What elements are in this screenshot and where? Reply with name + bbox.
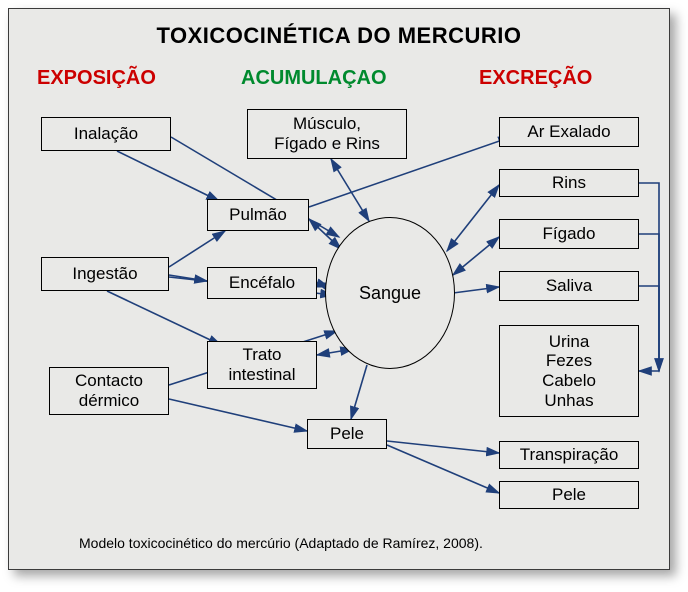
node-contacto: Contacto dérmico	[49, 367, 169, 415]
node-pele_c: Pele	[307, 419, 387, 449]
node-ar: Ar Exalado	[499, 117, 639, 147]
node-pulmao: Pulmão	[207, 199, 309, 231]
node-rins: Rins	[499, 169, 639, 197]
diagram-caption: Modelo toxicocinético do mercúrio (Adapt…	[79, 535, 483, 551]
canvas: TOXICOCINÉTICA DO MERCURIO EXPOSIÇÃO ACU…	[0, 0, 688, 592]
diagram-title: TOXICOCINÉTICA DO MERCURIO	[9, 23, 669, 49]
edge-sangue-saliva	[453, 287, 499, 293]
edge-sangue-pele_c	[351, 365, 367, 419]
node-encefalo: Encéfalo	[207, 267, 317, 299]
edge-figado-urina	[639, 234, 659, 371]
node-figado: Fígado	[499, 219, 639, 249]
node-sangue: Sangue	[325, 217, 455, 369]
edge-sangue-rins	[447, 185, 499, 251]
edge-contacto-pele_c	[169, 399, 307, 431]
edge-ingestao-encefalo	[169, 275, 207, 281]
node-ingestao: Ingestão	[41, 257, 169, 291]
edge-rins-urina	[639, 183, 659, 371]
diagram-frame: TOXICOCINÉTICA DO MERCURIO EXPOSIÇÃO ACU…	[8, 8, 670, 570]
edge-musculo-sangue	[331, 159, 369, 221]
edge-pele_c-pele_r	[387, 445, 499, 493]
edge-ingestao-trato	[107, 291, 221, 345]
section-exposicao: EXPOSIÇÃO	[37, 67, 156, 90]
edge-ingestao-pulmao	[169, 231, 225, 267]
section-acumulacao: ACUMULAÇAO	[241, 67, 387, 90]
edge-saliva-urina	[639, 286, 659, 371]
edge-sangue-figado	[453, 237, 499, 275]
node-inalacao: Inalação	[41, 117, 171, 151]
edge-inalacao-pulmao	[117, 151, 219, 201]
node-saliva: Saliva	[499, 271, 639, 301]
node-transp: Transpiração	[499, 441, 639, 469]
node-pele_r: Pele	[499, 481, 639, 509]
section-excrecao: EXCREÇÃO	[479, 67, 592, 90]
node-trato: Trato intestinal	[207, 341, 317, 389]
node-urina: Urina Fezes Cabelo Unhas	[499, 325, 639, 417]
edge-pulmao-sangue	[309, 219, 341, 249]
edge-pele_c-transp	[387, 441, 499, 453]
node-musculo: Músculo, Fígado e Rins	[247, 109, 407, 159]
